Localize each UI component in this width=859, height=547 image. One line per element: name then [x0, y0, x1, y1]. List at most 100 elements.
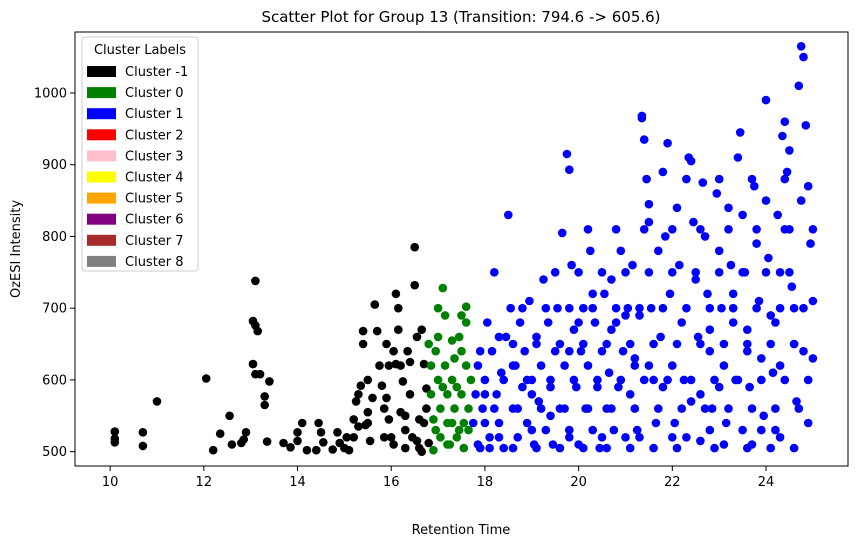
x-tick-label: 24: [758, 475, 775, 490]
scatter-point: [714, 246, 724, 256]
scatter-point: [557, 228, 567, 238]
scatter-point: [417, 447, 427, 457]
scatter-point: [761, 95, 771, 105]
scatter-point: [532, 332, 541, 342]
scatter-point: [279, 438, 288, 448]
scatter-point: [548, 440, 558, 449]
scatter-point: [436, 404, 445, 413]
scatter-point: [555, 443, 565, 453]
scatter-point: [583, 361, 593, 370]
scatter-point: [724, 203, 733, 213]
scatter-point: [675, 260, 684, 270]
scatter-point: [499, 375, 509, 385]
scatter-point: [614, 382, 623, 392]
scatter-point: [473, 440, 483, 449]
scatter-point: [152, 397, 162, 406]
scatter-point: [679, 375, 689, 385]
scatter-point: [464, 425, 473, 435]
scatter-point: [710, 443, 719, 453]
scatter-point: [424, 438, 434, 448]
legend-swatch: [87, 150, 116, 162]
scatter-point: [672, 339, 682, 349]
scatter-point: [579, 339, 588, 349]
scatter-point: [478, 404, 487, 413]
scatter-point: [384, 361, 394, 370]
scatter-point: [351, 397, 361, 406]
scatter-point: [799, 303, 808, 313]
scatter-point: [379, 433, 389, 442]
scatter-point: [668, 268, 677, 277]
scatter-point: [743, 443, 752, 453]
scatter-point: [682, 433, 691, 442]
scatter-point: [565, 346, 574, 356]
scatter-point: [396, 361, 405, 370]
scatter-point: [745, 382, 754, 392]
scatter-point: [771, 318, 780, 327]
scatter-point: [293, 436, 302, 446]
scatter-point: [794, 81, 804, 91]
legend-swatch: [87, 171, 116, 183]
scatter-point: [419, 418, 429, 428]
scatter-point: [651, 418, 661, 428]
plot-frame: [74, 31, 849, 467]
scatter-point: [579, 303, 588, 313]
scatter-point: [396, 407, 405, 417]
scatter-point: [419, 359, 429, 369]
legend-entries: Cluster -1 Cluster 0 Cluster 1 Cluster 2 Clu…: [87, 65, 188, 270]
scatter-point: [553, 303, 562, 313]
scatter-point: [522, 418, 532, 428]
scatter-point: [792, 397, 801, 406]
scatter-point: [654, 404, 663, 413]
scatter-point: [354, 390, 363, 399]
scatter-point: [572, 382, 581, 392]
scatter-point: [110, 438, 120, 447]
scatter-point: [536, 361, 546, 370]
scatter-point: [693, 332, 703, 342]
scatter-point: [766, 339, 775, 349]
y-axis-ticks: 500 600 700 800 900 1000: [34, 86, 75, 460]
scatter-point: [368, 393, 377, 403]
scatter-point: [796, 196, 806, 205]
legend-swatch: [87, 87, 116, 99]
scatter-point: [677, 404, 686, 413]
scatter-point: [775, 361, 785, 370]
scatter-point: [602, 443, 611, 453]
scatter-point: [490, 404, 499, 413]
scatter-point: [422, 384, 431, 393]
scatter-point: [574, 318, 583, 327]
chart-title: Scatter Plot for Group 13 (Transition: 7…: [261, 8, 660, 26]
legend-entry-label: Cluster -1: [125, 65, 188, 80]
scatter-point: [808, 296, 818, 306]
scatter-point: [363, 418, 373, 428]
scatter-point: [796, 42, 806, 51]
scatter-point: [604, 368, 614, 378]
scatter-point: [658, 303, 668, 313]
scatter-point: [508, 339, 518, 349]
scatter-point: [726, 260, 736, 270]
scatter-point: [239, 435, 248, 444]
scatter-point: [644, 361, 654, 370]
scatter-point: [314, 418, 323, 428]
scatter-point: [518, 382, 527, 392]
legend-entry-label: Cluster 7: [125, 234, 184, 249]
x-tick-label: 18: [477, 475, 494, 490]
scatter-point: [780, 225, 790, 234]
scatter-point: [569, 325, 579, 335]
scatter-point: [656, 332, 665, 342]
scatter-point: [487, 346, 497, 356]
scatter-point: [714, 174, 724, 184]
scatter-point: [480, 418, 490, 428]
legend-title: Cluster Labels: [94, 43, 186, 58]
scatter-point: [384, 415, 394, 424]
scatter-point: [473, 361, 483, 370]
scatter-point: [417, 325, 427, 335]
scatter-point: [436, 433, 445, 442]
scatter-point: [639, 135, 649, 144]
scatter-point: [450, 354, 459, 363]
scatter-point: [754, 296, 764, 306]
scatter-point: [724, 404, 733, 413]
scatter-point: [394, 325, 403, 335]
scatter-point: [743, 339, 752, 349]
scatter-point: [668, 433, 677, 442]
scatter-point: [670, 418, 679, 428]
